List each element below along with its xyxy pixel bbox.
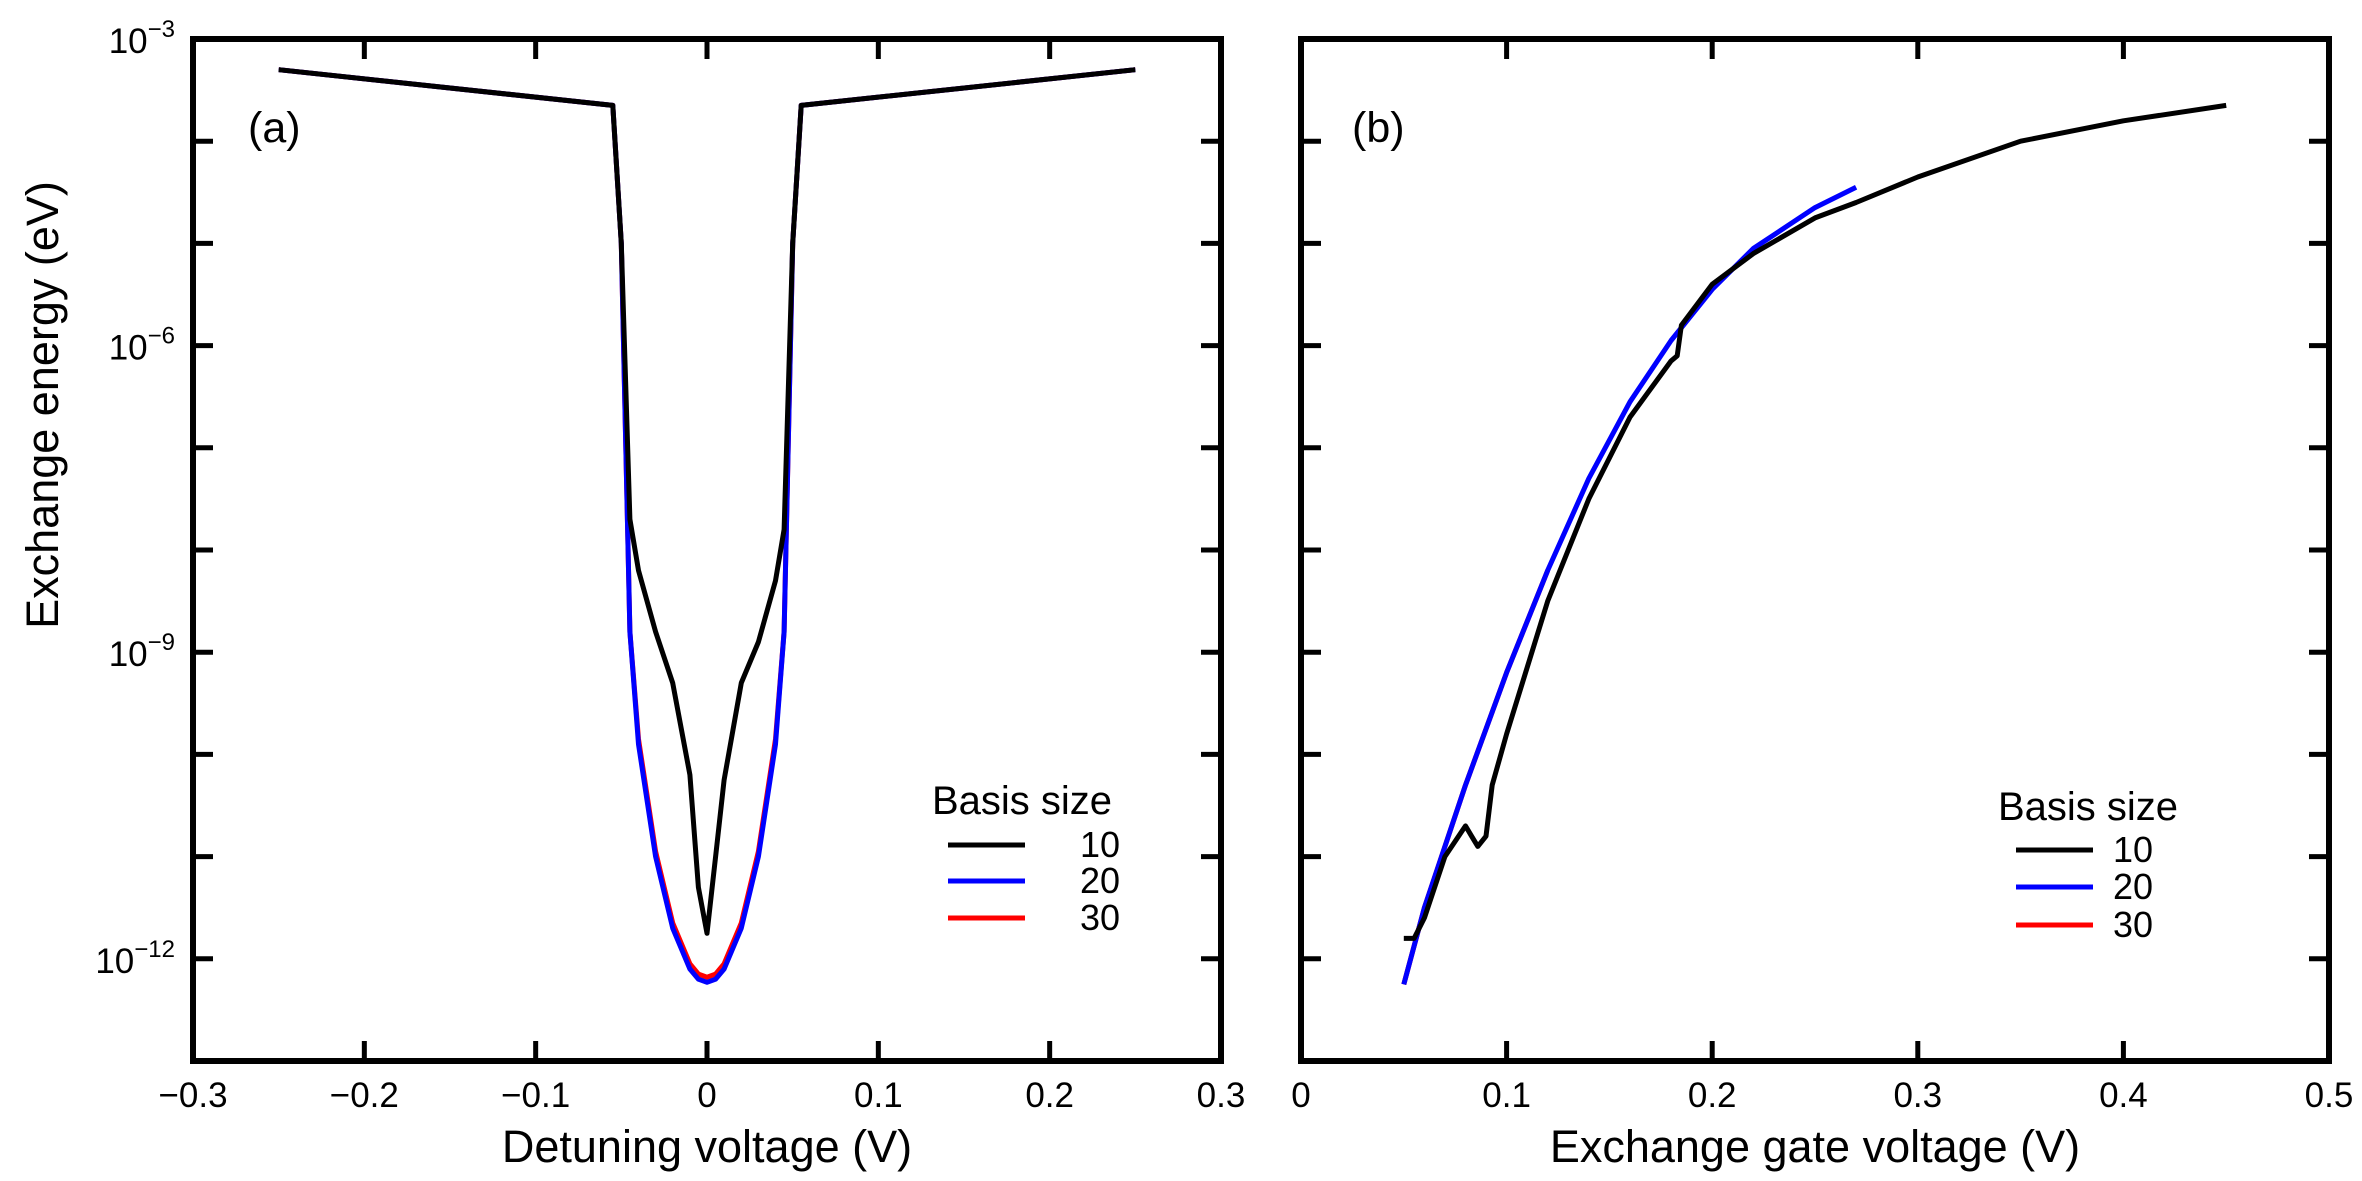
x-tick-label: 0: [1291, 1076, 1310, 1115]
panel-a-legend-title: Basis size: [932, 779, 1112, 823]
series-line-10: [1403, 102, 2227, 941]
panel-a-series: [278, 67, 1136, 985]
x-tick-label: 0.3: [1197, 1076, 1246, 1115]
y-tick-label-base: 10: [95, 942, 134, 981]
x-tick-label: 0.2: [1025, 1076, 1074, 1115]
x-tick-label: 0.3: [1893, 1076, 1942, 1115]
y-tick-label-base: 10: [109, 635, 148, 674]
panel-a-frame: [190, 36, 1224, 1064]
panel-b-frame: [1298, 36, 2332, 1064]
x-tick-label: 0.1: [1482, 1076, 1531, 1115]
y-tick-label-base: 10: [109, 329, 148, 368]
x-tick-label: 0: [697, 1076, 716, 1115]
legend-label-30: 30: [2113, 904, 2153, 945]
series-line-30: [1401, 569, 1551, 986]
x-tick-label: 0.2: [1688, 1076, 1737, 1115]
x-tick-label: 0.5: [2305, 1076, 2354, 1115]
y-tick-label: 10−3: [109, 16, 175, 61]
panel-a-y-axis-label: Exchange energy (eV): [17, 181, 68, 629]
series-line-30: [278, 67, 1136, 980]
y-tick-label-exponent: −6: [148, 323, 175, 350]
x-tick-label: −0.2: [330, 1076, 399, 1115]
panel-b: 0 0.1 0.2 0.3 0.4 0.5 (b) Exchange gate volta…: [1291, 36, 2353, 1172]
legend-label-10: 10: [2113, 829, 2153, 870]
panel-b-y-ticks: [1301, 138, 2329, 962]
x-tick-label: 0.4: [2099, 1076, 2148, 1115]
panel-a-y-ticks: 10−310−610−910−12: [95, 16, 1221, 981]
legend-label-20: 20: [2113, 866, 2153, 907]
legend-label-30: 30: [1080, 897, 1120, 938]
panel-b-x-axis-label: Exchange gate voltage (V): [1550, 1121, 2080, 1172]
y-tick-label: 10−6: [109, 323, 175, 368]
panel-b-label: (b): [1352, 104, 1405, 152]
panel-a-x-axis-label: Detuning voltage (V): [502, 1121, 912, 1172]
panel-a: 10−310−610−910−12 −0.3 −0.2 −0.1 0 0.1 0.2 0.3…: [17, 16, 1245, 1172]
panel-b-legend-title: Basis size: [1998, 785, 2178, 829]
legend-label-20: 20: [1080, 860, 1120, 901]
series-line-20: [1401, 184, 1858, 986]
y-tick-label-exponent: −9: [148, 629, 175, 656]
series-line-10: [278, 67, 1136, 936]
y-tick-label: 10−12: [95, 936, 175, 981]
x-tick-label: 0.1: [854, 1076, 903, 1115]
panel-b-x-ticks: 0 0.1 0.2 0.3 0.4 0.5: [1291, 39, 2353, 1115]
panel-b-series: [1401, 102, 2227, 986]
x-tick-label: −0.1: [501, 1076, 570, 1115]
y-tick-label-exponent: −3: [148, 16, 175, 43]
panel-a-x-ticks: −0.3 −0.2 −0.1 0 0.1 0.2 0.3: [158, 39, 1245, 1115]
x-tick-label: −0.3: [158, 1076, 227, 1115]
y-tick-label-exponent: −12: [134, 936, 175, 963]
y-tick-label: 10−9: [109, 629, 175, 674]
series-line-20: [278, 67, 1136, 985]
y-tick-label-base: 10: [109, 22, 148, 61]
legend-label-10: 10: [1080, 824, 1120, 865]
panel-a-label: (a): [248, 104, 301, 152]
